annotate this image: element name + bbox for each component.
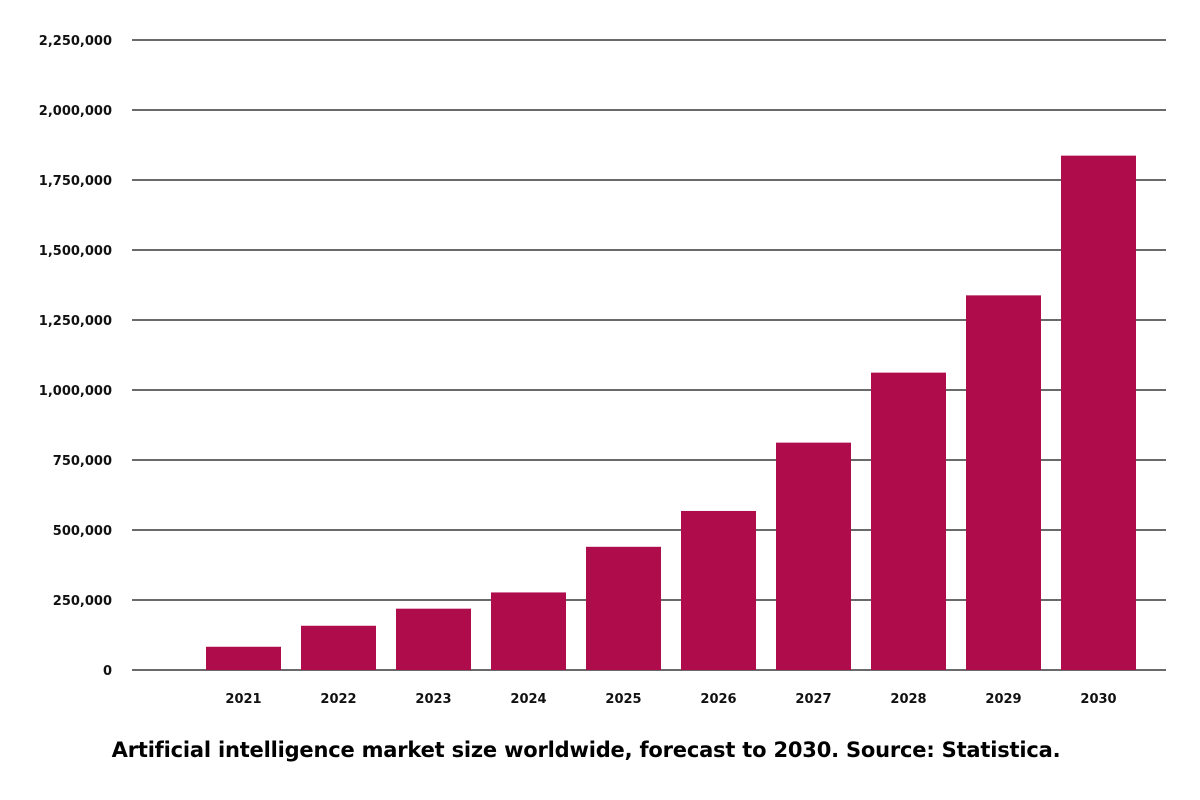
x-tick-label: 2030 bbox=[1080, 692, 1116, 707]
y-tick-label: 250,000 bbox=[53, 594, 112, 609]
y-tick-label: 1,000,000 bbox=[39, 384, 112, 399]
x-tick-label: 2021 bbox=[225, 692, 261, 707]
x-tick-label: 2029 bbox=[985, 692, 1021, 707]
x-tick-label: 2025 bbox=[605, 692, 641, 707]
bar-2029 bbox=[966, 295, 1041, 670]
x-tick-label: 2023 bbox=[415, 692, 451, 707]
x-tick-label: 2022 bbox=[320, 692, 356, 707]
bar-chart: 0 250,000 500,000 750,000 1,000,000 1,250,000… bbox=[39, 34, 1166, 707]
bar-2022 bbox=[301, 625, 376, 670]
bar-2027 bbox=[776, 442, 851, 670]
bar-2026 bbox=[681, 510, 756, 670]
y-tick-label: 1,750,000 bbox=[39, 174, 112, 189]
bar-2025 bbox=[586, 546, 661, 670]
y-tick-label: 1,250,000 bbox=[39, 314, 112, 329]
y-tick-label: 2,250,000 bbox=[39, 34, 112, 49]
x-tick-label: 2026 bbox=[700, 692, 736, 707]
bar-2028 bbox=[871, 372, 946, 670]
y-tick-label: 500,000 bbox=[53, 524, 112, 539]
bar-2024 bbox=[491, 592, 566, 670]
x-tick-label: 2024 bbox=[510, 692, 546, 707]
y-tick-label: 750,000 bbox=[53, 454, 112, 469]
chart-caption: Artificial intelligence market size worl… bbox=[111, 738, 1061, 762]
x-tick-label: 2028 bbox=[890, 692, 926, 707]
y-tick-label: 0 bbox=[103, 664, 112, 679]
bar-2030 bbox=[1061, 155, 1136, 670]
y-tick-label: 1,500,000 bbox=[39, 244, 112, 259]
bar-2023 bbox=[396, 608, 471, 670]
x-tick-label: 2027 bbox=[795, 692, 831, 707]
bar-2021 bbox=[206, 646, 281, 670]
y-tick-label: 2,000,000 bbox=[39, 104, 112, 119]
